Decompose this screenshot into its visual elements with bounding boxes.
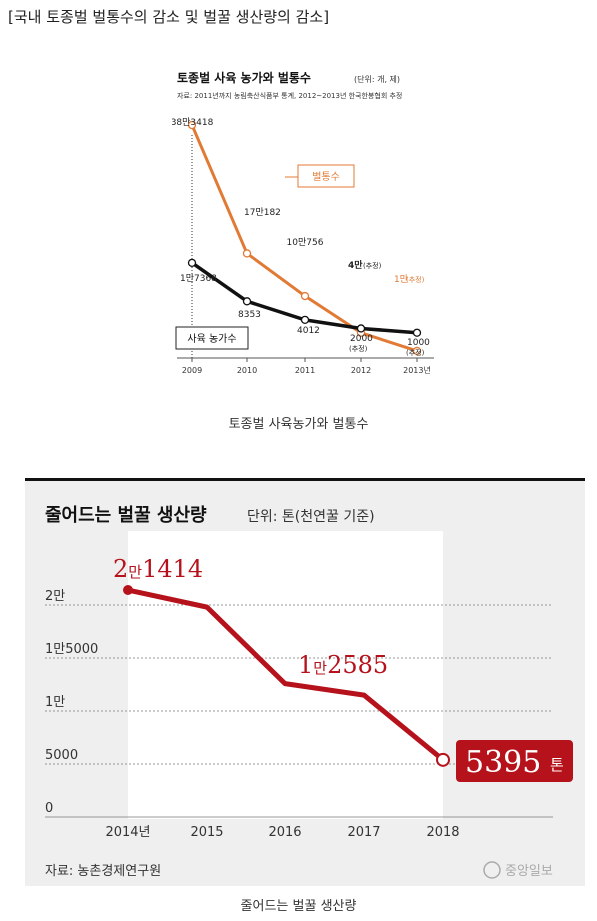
- chart2-x-tick-label: 2015: [190, 825, 223, 840]
- chart1-x-tick-label: 2013년: [403, 365, 431, 375]
- farms-value-label: 4012: [297, 326, 320, 336]
- hives-value-label: 17만182: [244, 207, 281, 218]
- farms-legend-label: 사육 농가수: [187, 333, 236, 345]
- hives-value-label: 1만: [394, 274, 408, 285]
- chart2-x-tick-label: 2017: [347, 825, 380, 840]
- chart2-source: 자료: 농촌경제연구원: [45, 864, 161, 879]
- farms-value-label: 2000: [350, 334, 373, 344]
- chart1-x-tick-label: 2011: [295, 366, 315, 375]
- chart1-source: 자료: 2011년까지 농림축산식품부 통계, 2012~2013년 한국한봉협…: [177, 91, 402, 100]
- chart2-y-tick-label: 1만5000: [45, 642, 98, 657]
- page-heading: [국내 토종벌 벌통수의 감소 및 벌꿀 생산량의 감소]: [8, 8, 330, 26]
- honey-final-unit: 톤: [550, 756, 564, 774]
- hives-estimated-tag-2012: (추정): [363, 261, 382, 270]
- honey-production-chart: 줄어드는 벌꿀 생산량 단위: 톤(천연꿀 기준) 0 5000 1만 1만5000 2만 2…: [25, 478, 585, 886]
- chart2-y-tick-label: 1만: [45, 695, 65, 710]
- farms-value-label: 1만7368: [180, 273, 217, 284]
- honey-production-chart-svg: 줄어드는 벌꿀 생산량 단위: 톤(천연꿀 기준) 0 5000 1만 1만5000 2만 2…: [45, 505, 573, 879]
- hives-chart-caption: 토종벌 사육농가와 벌통수: [228, 417, 369, 432]
- honey-final-badge: [456, 740, 573, 782]
- hives-value-label: 4만: [348, 259, 363, 271]
- farms-point: [242, 297, 252, 306]
- farms-estimated-tag-2012: (추정): [349, 344, 368, 353]
- chart2-y-tick-label: 2만: [45, 589, 65, 604]
- hives-point: [187, 120, 197, 130]
- chart1-x-tick-label: 2010: [237, 366, 257, 375]
- honey-point-start: [123, 585, 133, 596]
- chart1-unit: (단위: 개, 제): [354, 74, 400, 84]
- farms-point: [300, 315, 310, 325]
- chart2-title: 줄어드는 벌꿀 생산량: [45, 505, 207, 526]
- chart2-x-tick-label: 2014년: [105, 825, 150, 840]
- honey-final-value: 5395: [465, 745, 541, 780]
- logo-text: 중앙일보: [505, 864, 553, 879]
- chart2-y-tick-label: 0: [45, 801, 53, 816]
- hives-point: [412, 346, 422, 356]
- chart1-x-tick-label: 2009: [182, 366, 202, 375]
- hives-value-label: 38만3418: [172, 117, 214, 128]
- farms-point: [187, 258, 197, 267]
- hives-point: [242, 249, 252, 258]
- chart2-subtitle: 단위: 톤(천연꿀 기준): [247, 509, 375, 525]
- honey-label-2016: 1만2585: [298, 651, 388, 679]
- honey-label-2014: 2만1414: [113, 555, 203, 583]
- farms-value-label: 8353: [238, 310, 261, 320]
- chart1-title: 토종벌 사육 농가와 벌통수: [177, 70, 311, 85]
- logo-mark: [483, 861, 501, 879]
- hives-point: [300, 291, 310, 301]
- farms-point: [356, 324, 366, 333]
- hives-farms-chart: 토종벌 사육 농가와 벌통수 (단위: 개, 제) 자료: 2011년까지 농림축산…: [171, 65, 437, 385]
- farms-value-label: 1000: [407, 338, 430, 348]
- chart2-y-tick-label: 5000: [45, 748, 78, 763]
- hives-estimated-tag-2013: (추정): [406, 275, 425, 284]
- hives-farms-chart-svg: 토종벌 사육 농가와 벌통수 (단위: 개, 제) 자료: 2011년까지 농림축산…: [171, 70, 434, 375]
- chart2-x-tick-label: 2018: [426, 825, 459, 840]
- hives-legend-box: [297, 164, 355, 188]
- hives-legend-label: 벌통수: [312, 171, 340, 183]
- chart1-x-tick-label: 2012: [351, 366, 371, 375]
- farms-estimated-tag-2013: (추정): [406, 348, 425, 357]
- chart2-x-tick-label: 2016: [268, 825, 301, 840]
- honey-chart-caption: 줄어드는 벌꿀 생산량: [240, 899, 357, 914]
- honey-point-end: [436, 752, 450, 767]
- farms-legend-box: [175, 326, 249, 350]
- hives-value-label: 10만756: [287, 237, 324, 248]
- plot-white-band: [128, 531, 443, 819]
- farms-point: [412, 328, 422, 337]
- honey-line: [127, 587, 445, 762]
